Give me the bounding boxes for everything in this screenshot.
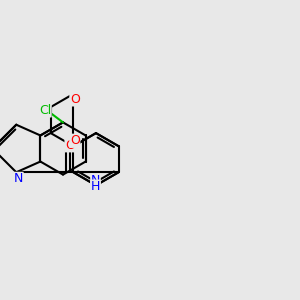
Text: N: N <box>14 172 23 185</box>
Text: N: N <box>91 174 100 187</box>
Text: Cl: Cl <box>39 104 51 117</box>
Text: O: O <box>70 134 80 147</box>
Text: H: H <box>91 180 100 193</box>
Text: O: O <box>65 139 75 152</box>
Text: O: O <box>70 93 80 106</box>
